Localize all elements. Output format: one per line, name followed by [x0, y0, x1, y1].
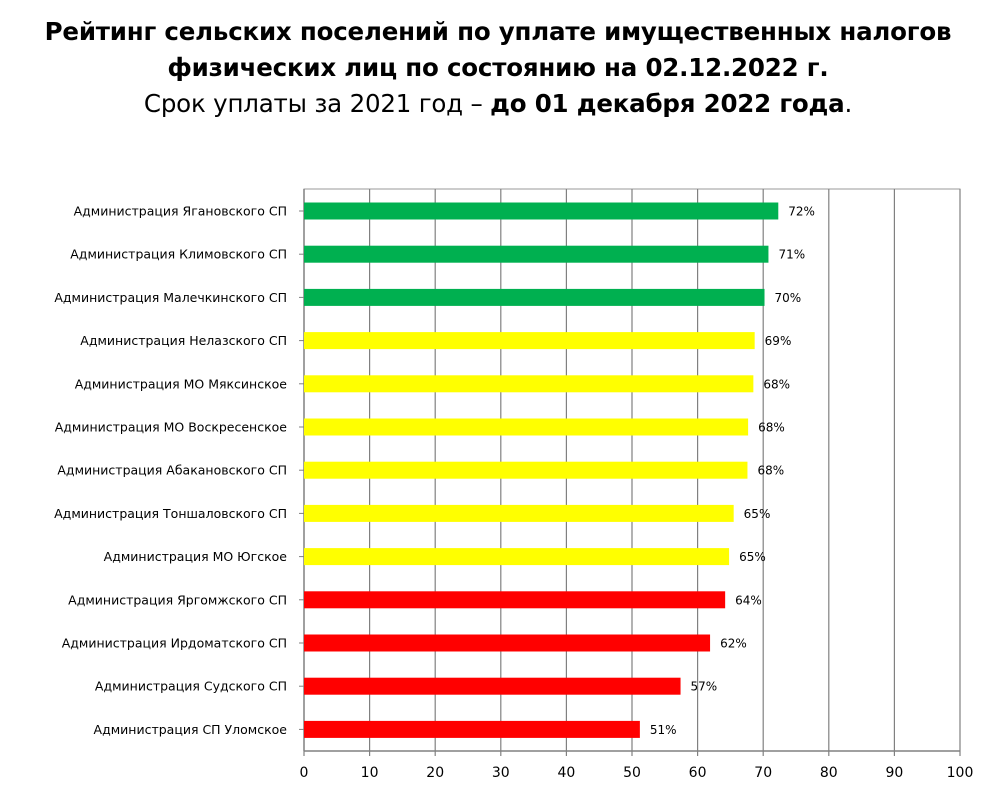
category-label: Администрация Климовского СП [70, 247, 287, 262]
category-label: Администрация МО Воскресенское [55, 420, 288, 435]
x-tick-label: 60 [689, 765, 707, 781]
category-label: Администрация Нелазского СП [80, 333, 287, 348]
category-label: Администрация Тоншаловского СП [54, 506, 287, 521]
value-label: 69% [765, 334, 792, 348]
bar [304, 375, 754, 393]
chart-title: Рейтинг сельских поселений по уплате иму… [0, 14, 996, 122]
bar [304, 504, 734, 522]
x-tick-label: 80 [820, 765, 838, 781]
bar [304, 288, 765, 306]
bar [304, 634, 711, 652]
category-label: Администрация МО Югское [104, 549, 288, 564]
bar [304, 720, 640, 738]
x-tick-label: 90 [885, 765, 903, 781]
category-label: Администрация Ирдоматского СП [62, 636, 287, 651]
category-label: Администрация Ягановского СП [74, 204, 287, 219]
bar [304, 461, 748, 479]
bar [304, 332, 755, 350]
title-line-3: Срок уплаты за 2021 год – до 01 декабря … [0, 86, 996, 122]
category-label: Администрация Судского СП [95, 679, 287, 694]
x-tick-label: 70 [754, 765, 772, 781]
value-label: 57% [691, 680, 718, 694]
title-line-3-prefix: Срок уплаты за 2021 год – [143, 89, 491, 118]
x-tick-label: 10 [361, 765, 379, 781]
category-label: Администрация Абакановского СП [57, 463, 287, 478]
bar [304, 677, 681, 695]
category-label: Администрация МО Мяксинское [75, 376, 288, 391]
category-label: Администрация Яргомжского СП [68, 592, 287, 607]
x-tick-label: 40 [557, 765, 575, 781]
bar [304, 548, 730, 566]
x-tick-label: 30 [492, 765, 510, 781]
value-label: 65% [744, 507, 771, 521]
title-line-2: физических лиц по состоянию на 02.12.202… [167, 53, 829, 82]
value-label: 68% [763, 377, 790, 391]
x-tick-label: 20 [426, 765, 444, 781]
value-label: 72% [788, 205, 815, 219]
bar [304, 591, 726, 609]
value-label: 70% [775, 291, 802, 305]
value-label: 68% [757, 464, 784, 478]
title-line-3-deadline: до 01 декабря 2022 года [490, 89, 845, 118]
x-tick-label: 50 [623, 765, 641, 781]
x-tick-label: 100 [947, 765, 974, 781]
bar [304, 418, 749, 436]
category-label: Администрация СП Уломское [94, 722, 288, 737]
category-label: Администрация Малечкинского СП [54, 290, 287, 305]
value-label: 65% [739, 550, 766, 564]
bar [304, 245, 769, 263]
x-tick-label: 0 [300, 765, 309, 781]
value-label: 71% [778, 248, 805, 262]
value-label: 62% [720, 637, 747, 651]
bar [304, 202, 779, 220]
value-label: 68% [758, 421, 785, 435]
title-line-1: Рейтинг сельских поселений по уплате иму… [44, 17, 952, 46]
value-label: 64% [735, 593, 762, 607]
value-label: 51% [650, 723, 677, 737]
title-line-3-suffix: . [844, 89, 853, 118]
